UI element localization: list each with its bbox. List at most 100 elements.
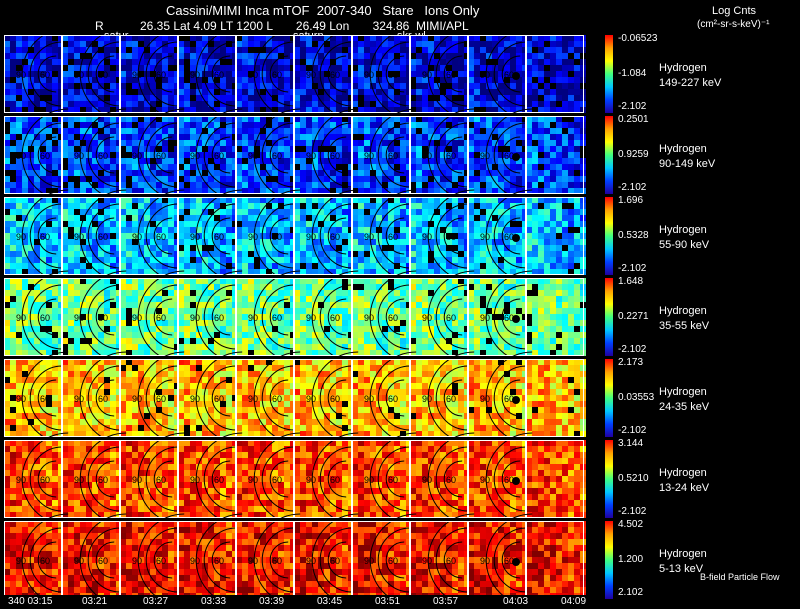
contour-label: 60 xyxy=(156,394,166,404)
planet-marker xyxy=(512,72,520,80)
contour-label: 60 xyxy=(330,556,340,566)
colorbar-value: 0.2501 xyxy=(618,114,649,125)
image-panel: 90 60 xyxy=(468,108,533,202)
contour-label: 90 xyxy=(480,232,490,242)
image-panel: 90 60 xyxy=(352,35,417,121)
contour-label: 90 xyxy=(248,475,258,485)
panel-border xyxy=(120,359,178,437)
species-label: Hydrogen xyxy=(659,305,707,317)
energy-row-label: Hydrogen 24-35 keV xyxy=(659,385,709,415)
image-panel: 90 60 xyxy=(468,513,533,595)
contour-label: 60 xyxy=(446,475,456,485)
panel-border xyxy=(294,359,352,437)
contour-label: 60 xyxy=(272,556,282,566)
energy-range-label: 24-35 keV xyxy=(659,401,710,413)
panel-border xyxy=(410,521,468,595)
image-panel-grid: 90 60 90 60 90 60 90 60 90 60 90 60 90 60 90 60 90 60 90 60… xyxy=(4,35,586,595)
colorbar-value: 1.200 xyxy=(618,554,644,565)
panel-border xyxy=(4,359,62,437)
panel-border xyxy=(62,440,120,518)
contour-label: 60 xyxy=(98,232,108,242)
contour-label: 90 xyxy=(306,556,316,566)
image-panel xyxy=(526,521,586,595)
contour-label: 60 xyxy=(388,151,398,161)
contour-label: 60 xyxy=(214,475,224,485)
image-panel: 90 60 xyxy=(4,513,69,595)
contour-label: 90 xyxy=(306,232,316,242)
image-panel: 90 60 xyxy=(178,270,243,364)
panel-border xyxy=(4,278,62,356)
contour-label: 60 xyxy=(214,313,224,323)
contour-label: 90 xyxy=(480,151,490,161)
image-panel: 90 60 xyxy=(352,432,417,526)
contour-label: 60 xyxy=(40,394,50,404)
contour-label: 90 xyxy=(248,394,258,404)
image-panel: 90 60 xyxy=(236,432,301,526)
contour-label: 90 xyxy=(132,70,142,80)
panel-border xyxy=(352,197,410,275)
image-panel: 90 60 xyxy=(410,189,475,283)
contour-label: 60 xyxy=(156,475,166,485)
contour-label: 60 xyxy=(504,556,514,566)
contour-label: 60 xyxy=(446,151,456,161)
panel-border xyxy=(410,35,468,113)
panel-border xyxy=(178,521,236,595)
contour-label: 60 xyxy=(156,70,166,80)
contour-label: 60 xyxy=(98,556,108,566)
contour-label: 90 xyxy=(132,556,142,566)
energy-row-label: Hydrogen 90-149 keV xyxy=(659,142,715,172)
contour-label: 60 xyxy=(98,70,108,80)
panel-border xyxy=(120,35,178,113)
contour-label: 60 xyxy=(504,151,514,161)
contour-label: 90 xyxy=(480,70,490,80)
image-panel: 90 60 xyxy=(120,108,185,202)
image-panel: 90 60 xyxy=(294,189,359,283)
image-panel: 90 60 xyxy=(4,432,69,526)
contour-label: 90 xyxy=(74,313,84,323)
contour-label: 90 xyxy=(422,313,432,323)
panel-border xyxy=(236,35,294,113)
panel-border xyxy=(236,521,294,595)
panel-border xyxy=(178,278,236,356)
panel-border xyxy=(468,440,526,518)
contour-label: 90 xyxy=(248,556,258,566)
x-tick: 340 03:15 xyxy=(8,596,53,607)
contour-label: 90 xyxy=(422,151,432,161)
contour-label: 90 xyxy=(74,394,84,404)
contour-label: 60 xyxy=(40,70,50,80)
image-panel: 90 60 xyxy=(178,432,243,526)
image-panel: 90 60 xyxy=(4,189,69,283)
contour-label: 60 xyxy=(40,313,50,323)
image-panel: 90 60 xyxy=(120,35,185,121)
panel-border xyxy=(468,521,526,595)
panel-border xyxy=(294,197,352,275)
panel-border xyxy=(120,278,178,356)
contour-label: 90 xyxy=(422,394,432,404)
image-panel: 90 60 xyxy=(178,108,243,202)
contour-label: 60 xyxy=(388,556,398,566)
image-panel: 90 60 xyxy=(62,108,127,202)
contour-label: 60 xyxy=(98,313,108,323)
image-panel: 90 60 xyxy=(468,351,533,445)
image-panel: 90 60 xyxy=(236,189,301,283)
contour-label: 60 xyxy=(272,232,282,242)
image-panel: 90 60 xyxy=(352,108,417,202)
contour-label: 90 xyxy=(190,394,200,404)
panel-border xyxy=(526,359,584,437)
image-panel xyxy=(526,278,586,356)
contour-label: 60 xyxy=(504,475,514,485)
image-panel xyxy=(526,359,586,437)
contour-label: 90 xyxy=(132,313,142,323)
contour-label: 60 xyxy=(40,232,50,242)
contour-label: 90 xyxy=(16,556,26,566)
contour-label: 60 xyxy=(214,556,224,566)
contour-label: 90 xyxy=(248,151,258,161)
energy-row-label: Hydrogen 5-13 keV xyxy=(659,547,707,577)
contour-label: 60 xyxy=(40,556,50,566)
contour-label: 60 xyxy=(214,394,224,404)
colorbar-value: 0.9259 xyxy=(618,149,649,160)
contour-label: 90 xyxy=(190,475,200,485)
species-label: Hydrogen xyxy=(659,467,707,479)
contour-label: 90 xyxy=(422,70,432,80)
panel-border xyxy=(4,197,62,275)
